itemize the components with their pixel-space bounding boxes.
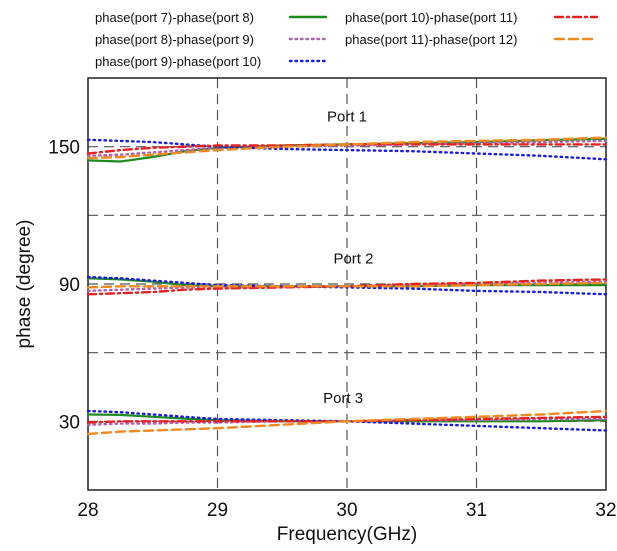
port-annotation: Port 1 bbox=[327, 108, 367, 125]
series-line bbox=[86, 138, 608, 161]
tick-labels: 28 29 30 31 32 30 90 150 bbox=[48, 138, 616, 521]
legend: phase(port 7)-phase(port 8) phase(port 8)… bbox=[95, 10, 599, 69]
y-tick-label: 30 bbox=[59, 412, 80, 433]
legend-entry-label: phase(port 11)-phase(port 12) bbox=[345, 32, 517, 47]
series-line bbox=[86, 281, 608, 289]
series-line bbox=[86, 143, 608, 155]
series-lines bbox=[86, 136, 608, 436]
port-annotation: Port 3 bbox=[323, 390, 363, 407]
x-tick-label: 28 bbox=[77, 500, 98, 521]
series-line bbox=[86, 409, 608, 436]
legend-entry-label: phase(port 8)-phase(port 9) bbox=[95, 32, 254, 47]
x-tick-label: 31 bbox=[466, 500, 487, 521]
y-tick-label: 150 bbox=[48, 138, 80, 159]
legend-entry-label: phase(port 10)-phase(port 11) bbox=[345, 10, 517, 25]
series-line bbox=[86, 415, 608, 424]
annotations: Port 1 Port 2 Port 3 bbox=[323, 108, 373, 407]
x-tick-label: 29 bbox=[207, 500, 228, 521]
x-tick-label: 30 bbox=[336, 500, 357, 521]
x-tick-label: 32 bbox=[595, 500, 616, 521]
y-tick-label: 90 bbox=[59, 275, 80, 296]
legend-entry-label: phase(port 9)-phase(port 10) bbox=[95, 54, 261, 69]
x-axis-label: Frequency(GHz) bbox=[277, 524, 417, 545]
series-line bbox=[86, 139, 608, 158]
legend-entry-label: phase(port 7)-phase(port 8) bbox=[95, 10, 254, 25]
series-line bbox=[86, 136, 608, 160]
series-line bbox=[86, 278, 608, 296]
port-annotation: Port 2 bbox=[333, 250, 373, 267]
y-axis-label: phase (degree) bbox=[14, 220, 35, 349]
